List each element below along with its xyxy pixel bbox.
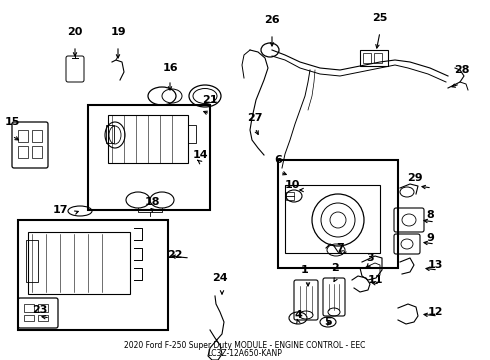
- Bar: [286, 192, 294, 200]
- Text: 8: 8: [426, 210, 434, 220]
- Bar: [24, 304, 34, 312]
- Bar: [278, 160, 398, 268]
- Bar: [18, 130, 28, 142]
- Bar: [108, 115, 188, 163]
- Text: 1: 1: [301, 265, 309, 275]
- Bar: [285, 185, 380, 253]
- Text: 16: 16: [162, 63, 178, 73]
- Text: 7: 7: [336, 243, 344, 253]
- Text: 29: 29: [407, 173, 423, 183]
- Text: 17: 17: [52, 205, 68, 215]
- Bar: [18, 220, 168, 330]
- Text: 19: 19: [110, 27, 126, 37]
- Text: 3: 3: [366, 253, 374, 263]
- Text: 2020 Ford F-250 Super Duty MODULE - ENGINE CONTROL - EEC: 2020 Ford F-250 Super Duty MODULE - ENGI…: [124, 342, 366, 351]
- Text: 21: 21: [202, 95, 218, 105]
- Bar: [26, 240, 38, 282]
- Bar: [24, 315, 34, 321]
- Text: 11: 11: [367, 275, 383, 285]
- Text: 18: 18: [144, 197, 160, 207]
- Text: 14: 14: [192, 150, 208, 160]
- Text: 26: 26: [264, 15, 280, 25]
- Bar: [38, 304, 48, 312]
- Text: 13: 13: [427, 260, 442, 270]
- Bar: [32, 130, 42, 142]
- Bar: [28, 232, 130, 294]
- Text: 15: 15: [4, 117, 20, 127]
- Text: 28: 28: [454, 65, 470, 75]
- Text: 22: 22: [167, 250, 183, 260]
- Text: 2: 2: [331, 263, 339, 273]
- Text: 12: 12: [427, 307, 443, 317]
- Text: 5: 5: [324, 317, 332, 327]
- Text: 20: 20: [67, 27, 83, 37]
- Text: LC3Z-12A650-KANP: LC3Z-12A650-KANP: [208, 350, 282, 359]
- Text: 10: 10: [284, 180, 300, 190]
- Bar: [188, 125, 196, 143]
- Text: 24: 24: [212, 273, 228, 283]
- Text: 6: 6: [274, 155, 282, 165]
- Text: 27: 27: [247, 113, 263, 123]
- Bar: [38, 315, 48, 321]
- Bar: [363, 53, 371, 63]
- Text: 4: 4: [294, 310, 302, 320]
- Bar: [88, 105, 210, 210]
- Bar: [32, 146, 42, 158]
- Bar: [374, 53, 382, 63]
- Text: 23: 23: [32, 305, 48, 315]
- Bar: [18, 146, 28, 158]
- Text: 9: 9: [426, 233, 434, 243]
- Bar: [106, 125, 114, 143]
- Text: 25: 25: [372, 13, 388, 23]
- Bar: [360, 50, 388, 66]
